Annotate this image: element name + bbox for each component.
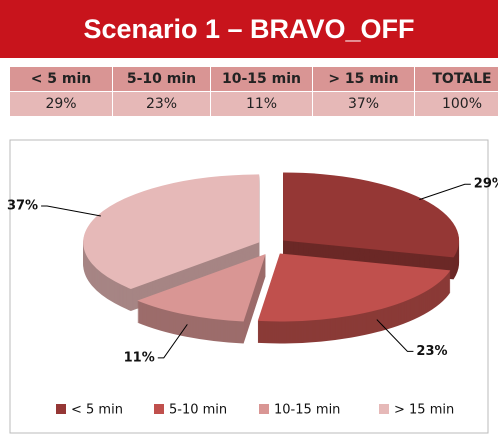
data-label: 11%	[124, 350, 155, 365]
title: Scenario 1 – BRAVO_OFF	[83, 13, 415, 44]
value-cell: 11%	[210, 91, 313, 117]
legend-swatch	[56, 404, 66, 414]
leader-line	[376, 319, 414, 352]
value-cell: 23%	[112, 91, 211, 117]
data-label: 23%	[416, 344, 447, 359]
value-cell: 100%	[414, 91, 498, 117]
legend-swatch	[154, 404, 164, 414]
header-cell: < 5 min	[9, 66, 113, 92]
legend-label: 10-15 min	[274, 403, 340, 418]
legend-swatch	[379, 404, 389, 414]
data-label: 37%	[7, 198, 38, 213]
legend-label: < 5 min	[71, 403, 123, 418]
legend-label: > 15 min	[394, 403, 454, 418]
header-cell: TOTALE	[414, 66, 498, 92]
value-cell: 37%	[312, 91, 415, 117]
data-label: 29%	[474, 177, 498, 192]
slice	[137, 254, 266, 322]
header-cell: > 15 min	[312, 66, 415, 92]
legend-label: 5-10 min	[169, 403, 227, 418]
leader-line	[419, 183, 471, 201]
header-cell: 10-15 min	[210, 66, 313, 92]
value-cell: 29%	[9, 91, 113, 117]
leader-line	[157, 324, 188, 359]
header-cell: 5-10 min	[112, 66, 211, 92]
slice	[257, 253, 451, 322]
slice	[83, 174, 260, 289]
header-row: < 5 min 5-10 min 10-15 min > 15 min TOTA…	[9, 66, 498, 92]
title-bar: Scenario 1 – BRAVO_OFF	[0, 0, 498, 58]
summary-table: < 5 min 5-10 min 10-15 min > 15 min TOTA…	[9, 66, 498, 117]
slice	[283, 172, 460, 258]
legend-swatch	[259, 404, 269, 414]
leader-line	[41, 205, 101, 217]
value-row: 29% 23% 11% 37% 100%	[9, 91, 498, 117]
